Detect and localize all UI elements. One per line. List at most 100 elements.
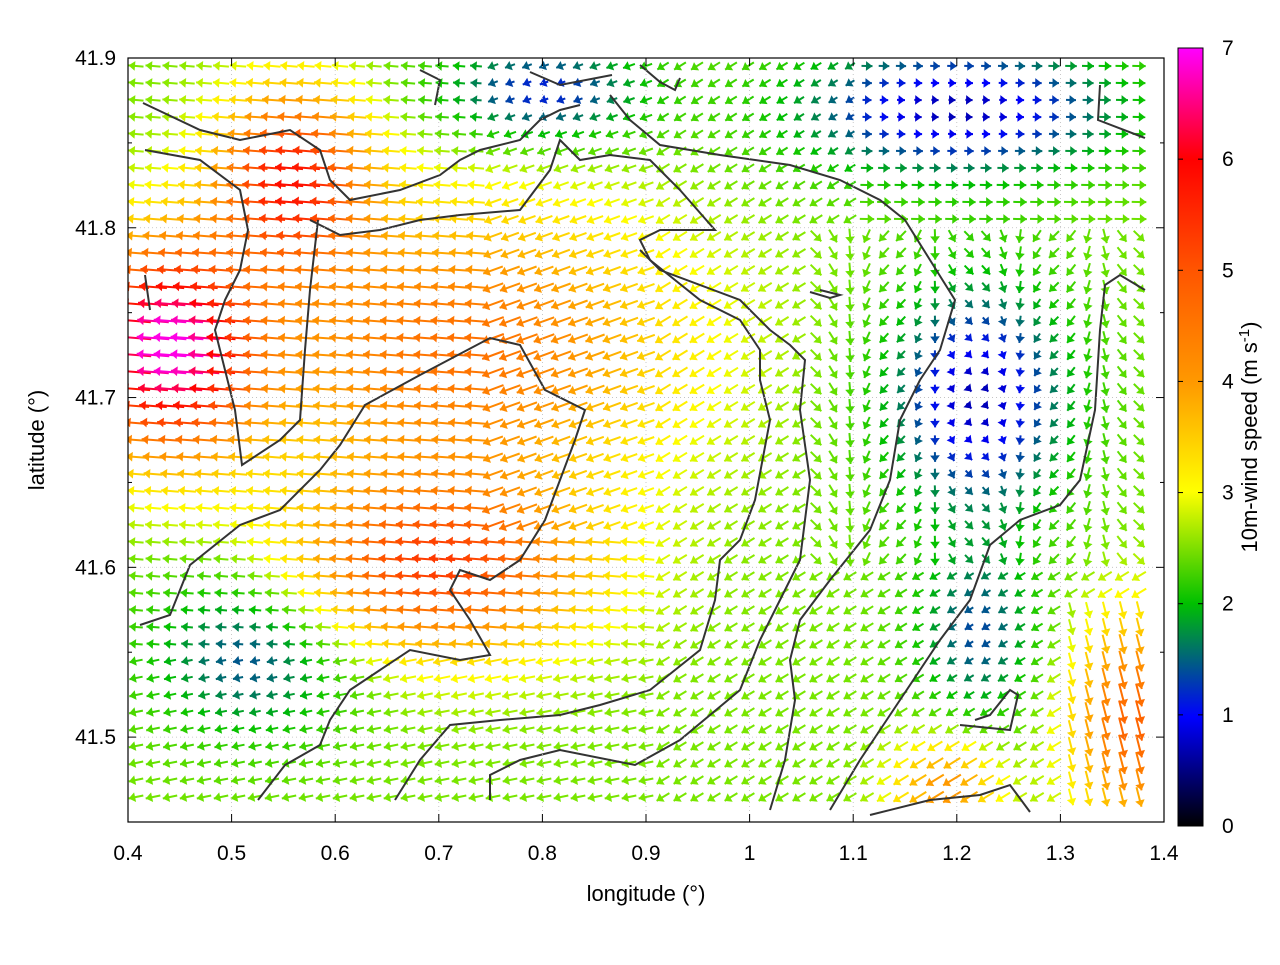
wind-arrow: [998, 264, 1007, 276]
wind-arrow: [657, 113, 668, 121]
wind-arrow: [725, 623, 738, 632]
wind-arrow: [911, 725, 924, 734]
wind-arrow: [1101, 552, 1110, 567]
wind-arrow: [965, 95, 972, 105]
wind-arrow: [1049, 520, 1059, 529]
wind-arrow: [553, 198, 569, 207]
wind-arrow: [603, 537, 621, 547]
wind-arrow: [1049, 146, 1060, 156]
wind-arrow: [673, 504, 687, 513]
wind-arrow: [844, 657, 857, 666]
wind-arrow: [862, 281, 871, 294]
wind-arrow: [146, 724, 160, 734]
wind-arrow: [604, 198, 619, 207]
wind-arrow: [147, 639, 160, 649]
wind-arrow: [829, 298, 838, 311]
wind-arrow: [401, 724, 416, 734]
wind-arrow: [1050, 419, 1058, 427]
wind-arrow: [947, 146, 956, 156]
wind-arrow: [1134, 350, 1144, 360]
wind-arrow: [503, 147, 517, 156]
wind-arrow: [914, 419, 923, 428]
wind-arrow: [962, 214, 976, 224]
wind-arrow: [914, 299, 923, 310]
wind-arrow: [127, 214, 145, 224]
wind-arrow: [964, 163, 975, 173]
wind-arrow: [571, 691, 586, 701]
wind-arrow: [811, 95, 820, 103]
wind-arrow: [741, 385, 755, 394]
wind-arrow: [486, 741, 501, 751]
wind-arrow: [317, 656, 330, 666]
wind-arrow: [129, 673, 142, 683]
wind-arrow: [623, 95, 634, 104]
wind-arrow: [1082, 129, 1093, 139]
wind-arrow: [948, 537, 957, 547]
wind-arrow: [827, 198, 839, 206]
wind-arrow: [879, 78, 888, 88]
wind-arrow: [947, 436, 956, 444]
wind-arrow: [350, 690, 364, 700]
wind-arrow: [129, 707, 143, 717]
wind-arrow: [845, 314, 855, 328]
wind-arrow: [470, 61, 482, 71]
wind-arrow: [1049, 265, 1059, 275]
y-tick-labels: 41.541.641.741.841.9: [75, 47, 116, 749]
wind-arrow: [621, 198, 636, 207]
wind-arrow: [1016, 419, 1026, 428]
wind-arrow: [588, 792, 603, 802]
wind-arrow: [501, 250, 520, 259]
wind-arrow: [587, 215, 603, 224]
wind-arrow: [499, 351, 520, 361]
wind-arrow: [401, 78, 415, 88]
wind-arrow: [707, 555, 720, 564]
wind-arrow: [574, 95, 583, 104]
wind-arrow: [129, 741, 143, 751]
wind-arrow: [998, 503, 1007, 514]
wind-arrow: [810, 198, 822, 206]
wind-arrow: [1016, 402, 1026, 410]
wind-arrow: [233, 690, 244, 700]
wind-arrow: [829, 95, 838, 103]
wind-arrow: [146, 741, 160, 751]
wind-arrow: [1031, 589, 1042, 597]
wind-arrow: [863, 434, 872, 446]
wind-arrow: [844, 742, 857, 751]
wind-arrow: [622, 164, 636, 173]
wind-arrow: [568, 301, 587, 310]
wind-arrow: [1118, 298, 1127, 309]
wind-arrow: [1118, 366, 1127, 377]
wind-arrow: [894, 197, 908, 207]
wind-arrow: [534, 420, 553, 429]
wind-arrow: [656, 606, 669, 615]
wind-arrow: [147, 622, 160, 632]
wind-arrow: [1134, 384, 1144, 394]
wind-arrow: [603, 335, 622, 344]
wind-arrow: [384, 78, 399, 88]
wind-arrow: [691, 708, 704, 717]
wind-arrow: [621, 419, 638, 428]
wind-arrow: [399, 657, 416, 667]
wind-arrow: [384, 690, 399, 700]
wind-arrow: [998, 385, 1007, 393]
wind-arrow: [930, 281, 940, 293]
wind-arrow: [604, 605, 621, 615]
wind-arrow: [862, 129, 872, 139]
wind-arrow: [998, 572, 1008, 580]
wind-arrow: [981, 691, 991, 699]
wind-arrow: [1084, 669, 1093, 688]
wind-arrow: [979, 742, 992, 751]
x-axis-label: longitude (°): [587, 881, 706, 906]
wind-arrow: [844, 708, 857, 717]
wind-arrow: [793, 283, 806, 292]
wind-arrow: [367, 792, 382, 802]
wind-arrow: [673, 215, 687, 224]
wind-arrow: [930, 674, 941, 682]
wind-arrow: [535, 267, 554, 276]
wind-arrow: [877, 214, 891, 224]
wind-arrow: [793, 572, 806, 581]
wind-arrow: [216, 639, 226, 649]
wind-arrow: [775, 385, 788, 394]
wind-arrow: [164, 690, 176, 700]
wind-arrow: [1118, 383, 1127, 394]
